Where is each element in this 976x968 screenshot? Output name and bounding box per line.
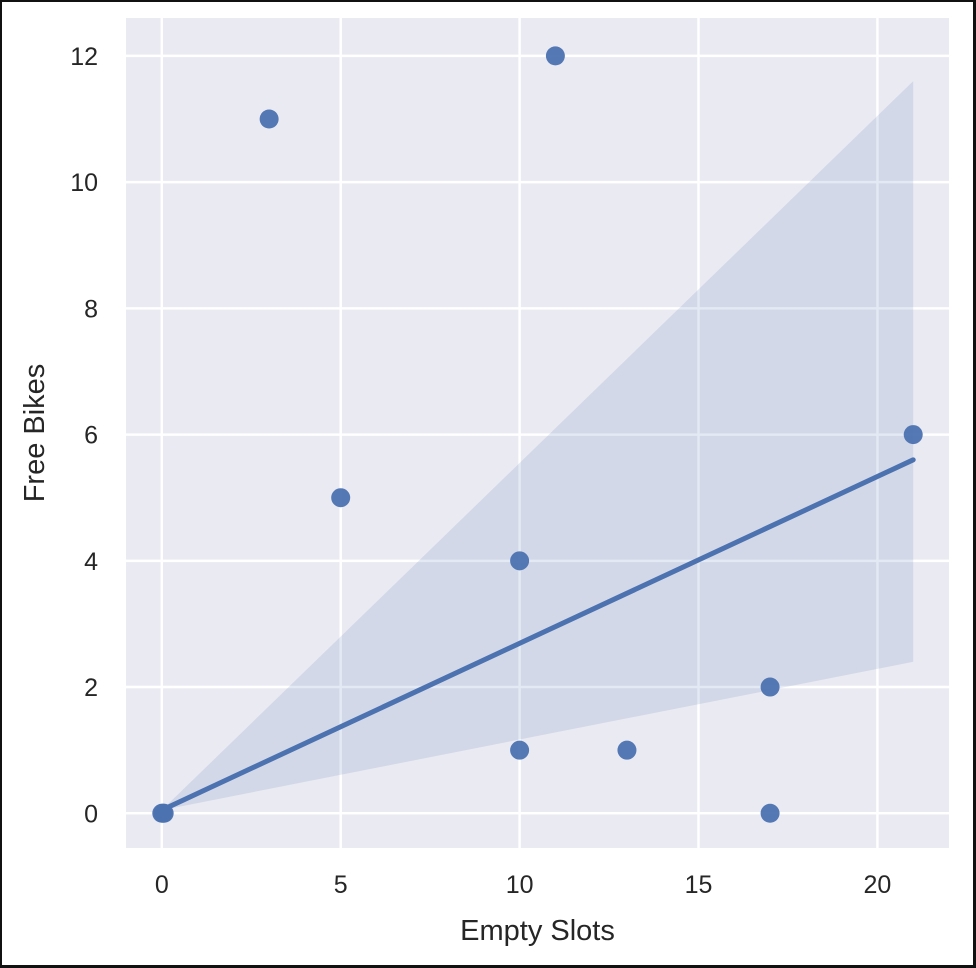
y-tick-label: 10 [70, 169, 98, 197]
y-gridlines [126, 54, 949, 815]
confidence-band [161, 81, 914, 811]
x-tick-label: 0 [155, 871, 169, 899]
x-tick-label: 15 [685, 871, 713, 899]
x-tick-label: 10 [506, 871, 534, 899]
y-axis-label: Free Bikes [19, 364, 51, 503]
y-tick-label: 2 [84, 674, 98, 702]
data-point [545, 46, 565, 66]
x-tick-label: 20 [864, 871, 892, 899]
y-tick-label: 6 [84, 422, 98, 450]
y-tick-label: 12 [70, 43, 98, 71]
y-tick-label: 4 [84, 548, 98, 576]
data-point [510, 551, 530, 571]
x-tick-label: 5 [334, 871, 348, 899]
x-tick-labels: 0 5 10 15 20 [155, 871, 892, 899]
data-point [760, 677, 780, 697]
data-point [331, 488, 351, 508]
data-point [259, 109, 279, 129]
data-point [510, 740, 530, 760]
regression-line-path [159, 457, 916, 813]
plot-area [126, 18, 949, 848]
confidence-band-area [161, 81, 914, 811]
y-tick-label: 0 [84, 800, 98, 828]
y-tick-label: 8 [84, 295, 98, 323]
data-point [617, 740, 637, 760]
x-gridlines [160, 18, 879, 848]
x-axis-label: Empty Slots [460, 915, 615, 947]
data-point [903, 425, 923, 445]
data-point [760, 803, 780, 823]
data-points [152, 46, 923, 823]
y-tick-labels: 0 2 4 6 8 10 12 [70, 43, 98, 828]
regression-line [159, 457, 916, 813]
data-point [154, 803, 174, 823]
